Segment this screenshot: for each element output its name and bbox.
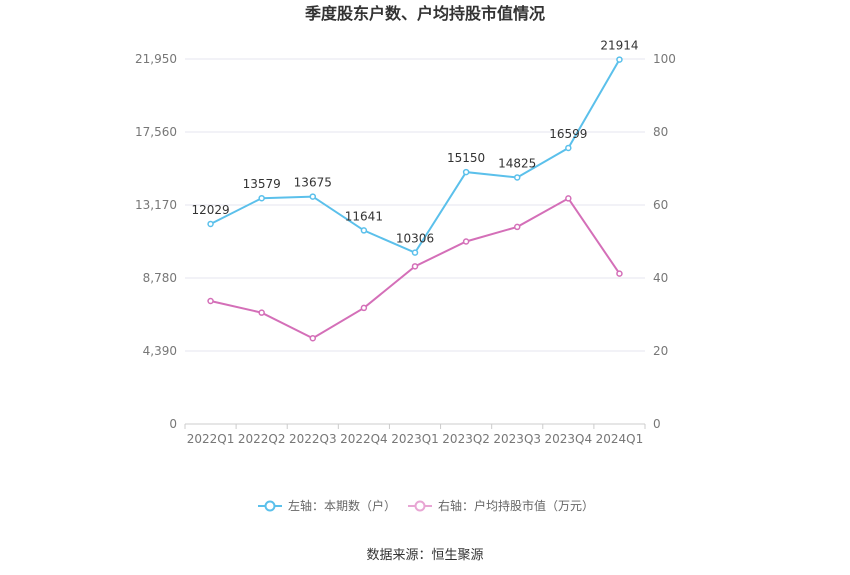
grid	[185, 58, 645, 425]
x-axis-tick: 2023Q2	[442, 432, 490, 446]
left-axis-tick: 4,390	[143, 344, 177, 358]
data-label: 11641	[345, 209, 383, 223]
x-axis-tick: 2023Q3	[493, 432, 541, 446]
series-layer	[207, 56, 623, 342]
data-point-left[interactable]	[258, 194, 265, 202]
x-axis-tick: 2022Q3	[289, 432, 337, 446]
data-point-right[interactable]	[258, 309, 265, 316]
x-axis-tick: 2024Q1	[596, 432, 644, 446]
source-note: 数据来源：恒生聚源	[366, 548, 483, 563]
series-line-left	[210, 59, 621, 254]
data-point-left[interactable]	[513, 174, 521, 181]
x-axis-tick: 2022Q4	[340, 432, 388, 446]
right-axis-tick: 0	[653, 417, 661, 431]
x-axis-tick: 2022Q1	[187, 432, 235, 446]
right-axis-tick: 100	[653, 52, 676, 66]
data-label: 12029	[191, 203, 229, 217]
data-point-right[interactable]	[309, 334, 317, 342]
x-axis-tick: 2023Q4	[545, 432, 593, 446]
data-label: 16599	[549, 127, 587, 141]
chart-title: 季度股东户数、户均持股市值情况	[304, 4, 545, 23]
data-point-right[interactable]	[616, 270, 623, 277]
right-axis-tick: 80	[653, 125, 668, 139]
legend-marker-right-icon	[414, 500, 426, 512]
legend-marker-left-icon	[264, 500, 276, 512]
x-axis-tick: 2023Q1	[391, 432, 439, 446]
legend-label-left: 左轴：本期数（户）	[288, 498, 396, 513]
data-point-left[interactable]	[207, 220, 214, 228]
data-point-right[interactable]	[565, 195, 572, 202]
data-label: 13675	[294, 176, 332, 190]
left-axis-tick: 8,780	[143, 271, 177, 285]
data-point-left[interactable]	[616, 56, 623, 63]
data-point-right[interactable]	[462, 238, 470, 245]
legend-label-right: 右轴：户均持股市值（万元）	[438, 498, 594, 513]
left-axis-tick: 13,170	[135, 198, 177, 212]
data-point-right[interactable]	[513, 223, 521, 231]
right-axis-tick: 40	[653, 271, 668, 285]
data-label: 10306	[396, 232, 434, 246]
right-axis-tick: 20	[653, 344, 668, 358]
legend[interactable]: 左轴：本期数（户） 右轴：户均持股市值（万元）	[258, 498, 594, 513]
data-point-right[interactable]	[411, 263, 419, 270]
right-axis-tick: 60	[653, 198, 668, 212]
data-label: 13579	[243, 177, 281, 191]
data-point-left[interactable]	[309, 193, 317, 200]
data-point-right[interactable]	[207, 297, 214, 305]
data-label: 15150	[447, 151, 485, 165]
left-axis-tick: 0	[169, 417, 177, 431]
left-axis-tick: 21,950	[135, 52, 177, 66]
data-labels: 12029 13579 13675 11641 10306 15150 14825 16599…	[191, 39, 638, 246]
data-point-left[interactable]	[411, 249, 419, 256]
legend-item-left[interactable]: 左轴：本期数（户）	[258, 498, 396, 513]
left-axis-tick: 17,560	[135, 125, 177, 139]
data-point-left[interactable]	[565, 144, 572, 152]
data-point-right[interactable]	[360, 304, 368, 312]
data-label: 21914	[600, 39, 638, 53]
axes: 0 4,390 8,780 13,170 17,560 21,950 0 20 40 60 80 10…	[135, 52, 676, 446]
legend-item-right[interactable]: 右轴：户均持股市值（万元）	[408, 498, 594, 513]
data-label: 14825	[498, 156, 536, 170]
x-axis-tick: 2022Q2	[238, 432, 286, 446]
data-point-left[interactable]	[360, 227, 368, 234]
data-point-left[interactable]	[462, 168, 470, 176]
